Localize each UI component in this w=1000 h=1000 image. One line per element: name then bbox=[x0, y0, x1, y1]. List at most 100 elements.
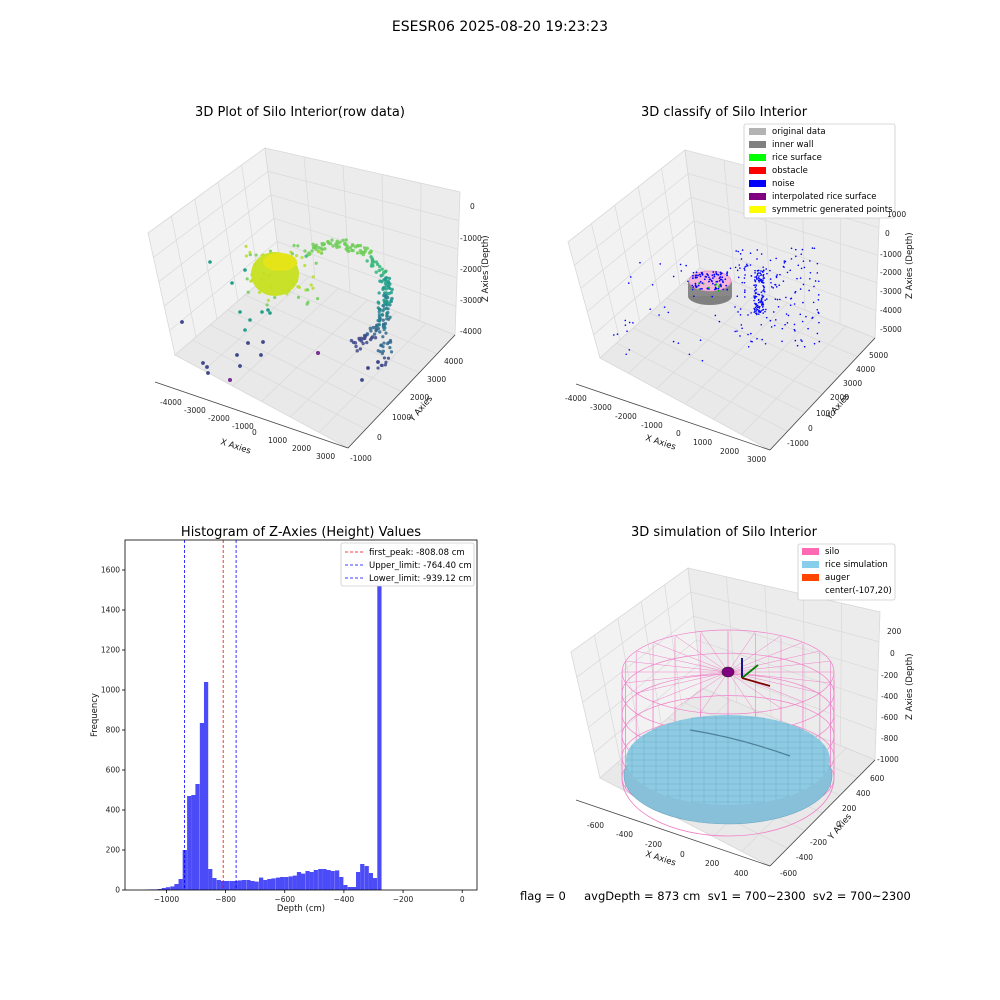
data-point bbox=[361, 341, 365, 346]
data-point bbox=[743, 267, 746, 270]
data-point bbox=[382, 307, 386, 311]
grid-line bbox=[586, 220, 695, 312]
y-tick: -1000 bbox=[787, 439, 809, 448]
silo-spoke bbox=[700, 671, 729, 713]
x-tick: 1000 bbox=[693, 438, 712, 447]
data-point bbox=[688, 353, 691, 356]
histogram-bar bbox=[258, 877, 264, 890]
surface-cluster-highlight bbox=[263, 253, 297, 271]
histogram-bar bbox=[309, 872, 314, 890]
histogram-bar bbox=[203, 682, 209, 890]
data-point bbox=[756, 274, 759, 276]
data-point bbox=[659, 263, 662, 265]
data-point bbox=[375, 262, 380, 267]
data-point bbox=[355, 349, 359, 353]
y-tick-label: 1400 bbox=[101, 606, 120, 615]
data-point bbox=[720, 278, 723, 281]
data-point bbox=[358, 347, 363, 351]
data-point bbox=[776, 298, 779, 301]
data-point bbox=[760, 253, 763, 255]
data-point bbox=[365, 340, 369, 345]
legend-swatch bbox=[749, 193, 766, 200]
data-point bbox=[708, 288, 710, 290]
grid-line bbox=[594, 635, 621, 761]
data-point bbox=[817, 299, 820, 301]
data-point bbox=[317, 250, 321, 254]
histogram-bar bbox=[292, 875, 297, 890]
data-point bbox=[249, 279, 253, 283]
legend-label: noise bbox=[772, 179, 795, 189]
data-point bbox=[762, 282, 765, 284]
data-point bbox=[389, 290, 393, 295]
data-point bbox=[624, 324, 627, 326]
data-point bbox=[803, 345, 806, 348]
data-point bbox=[753, 299, 755, 302]
data-point bbox=[799, 313, 802, 316]
data-point bbox=[358, 243, 363, 248]
data-point bbox=[376, 366, 380, 370]
grid-line bbox=[614, 205, 641, 323]
data-point bbox=[691, 277, 694, 280]
data-point bbox=[814, 280, 817, 282]
legend-swatch bbox=[802, 548, 819, 555]
grid-line bbox=[267, 171, 460, 221]
data-point bbox=[377, 313, 382, 317]
data-point bbox=[729, 267, 732, 270]
silo-spoke bbox=[652, 671, 729, 702]
y-tick-label: 1600 bbox=[101, 566, 120, 575]
data-point bbox=[692, 274, 694, 277]
data-point bbox=[296, 295, 301, 299]
data-point bbox=[721, 276, 724, 279]
data-point bbox=[734, 266, 737, 269]
data-point bbox=[760, 279, 763, 281]
data-point bbox=[726, 271, 729, 273]
data-point bbox=[696, 276, 698, 279]
data-point bbox=[639, 261, 641, 264]
histogram-bar bbox=[330, 871, 335, 890]
z-tick: -3000 bbox=[460, 296, 482, 305]
data-point bbox=[795, 255, 797, 258]
interpolated-surface-top bbox=[688, 270, 732, 292]
histogram-bar bbox=[161, 888, 166, 890]
data-point bbox=[756, 249, 759, 251]
data-point bbox=[761, 338, 763, 341]
data-point bbox=[762, 301, 764, 303]
z-tick: -800 bbox=[881, 734, 898, 743]
data-point bbox=[765, 308, 767, 311]
z-tick: -2000 bbox=[460, 265, 482, 274]
data-point bbox=[762, 295, 765, 297]
data-point bbox=[754, 306, 757, 309]
data-point bbox=[763, 277, 766, 279]
y-tick-label: 1000 bbox=[101, 686, 120, 695]
rice-mesh bbox=[626, 715, 830, 805]
noise-points bbox=[612, 247, 821, 362]
data-point bbox=[760, 310, 763, 312]
data-point bbox=[753, 295, 755, 297]
data-point bbox=[303, 263, 307, 268]
data-point bbox=[758, 269, 760, 272]
histogram-bar bbox=[271, 878, 276, 890]
data-point bbox=[758, 309, 760, 312]
data-point bbox=[755, 277, 758, 279]
data-point bbox=[704, 275, 707, 278]
data-point bbox=[381, 349, 385, 353]
y-tick: -1000 bbox=[350, 454, 372, 463]
z-tick: -5000 bbox=[880, 325, 902, 334]
grid-line bbox=[158, 194, 272, 283]
data-point bbox=[744, 274, 746, 276]
data-point bbox=[382, 324, 387, 329]
data-point bbox=[672, 340, 675, 343]
grid-line bbox=[270, 194, 459, 250]
x-axis-line bbox=[154, 381, 349, 449]
data-point bbox=[312, 245, 316, 250]
y-axis-line bbox=[769, 337, 876, 451]
silo-spoke bbox=[674, 671, 729, 709]
x-tick: -4000 bbox=[565, 394, 587, 403]
histogram-bar bbox=[174, 884, 179, 890]
legend-label: rice surface bbox=[772, 153, 822, 163]
data-point bbox=[699, 280, 702, 283]
data-point bbox=[762, 275, 765, 278]
legend-frame bbox=[743, 123, 896, 219]
x-tick: 1000 bbox=[268, 436, 287, 445]
data-point bbox=[769, 259, 772, 262]
